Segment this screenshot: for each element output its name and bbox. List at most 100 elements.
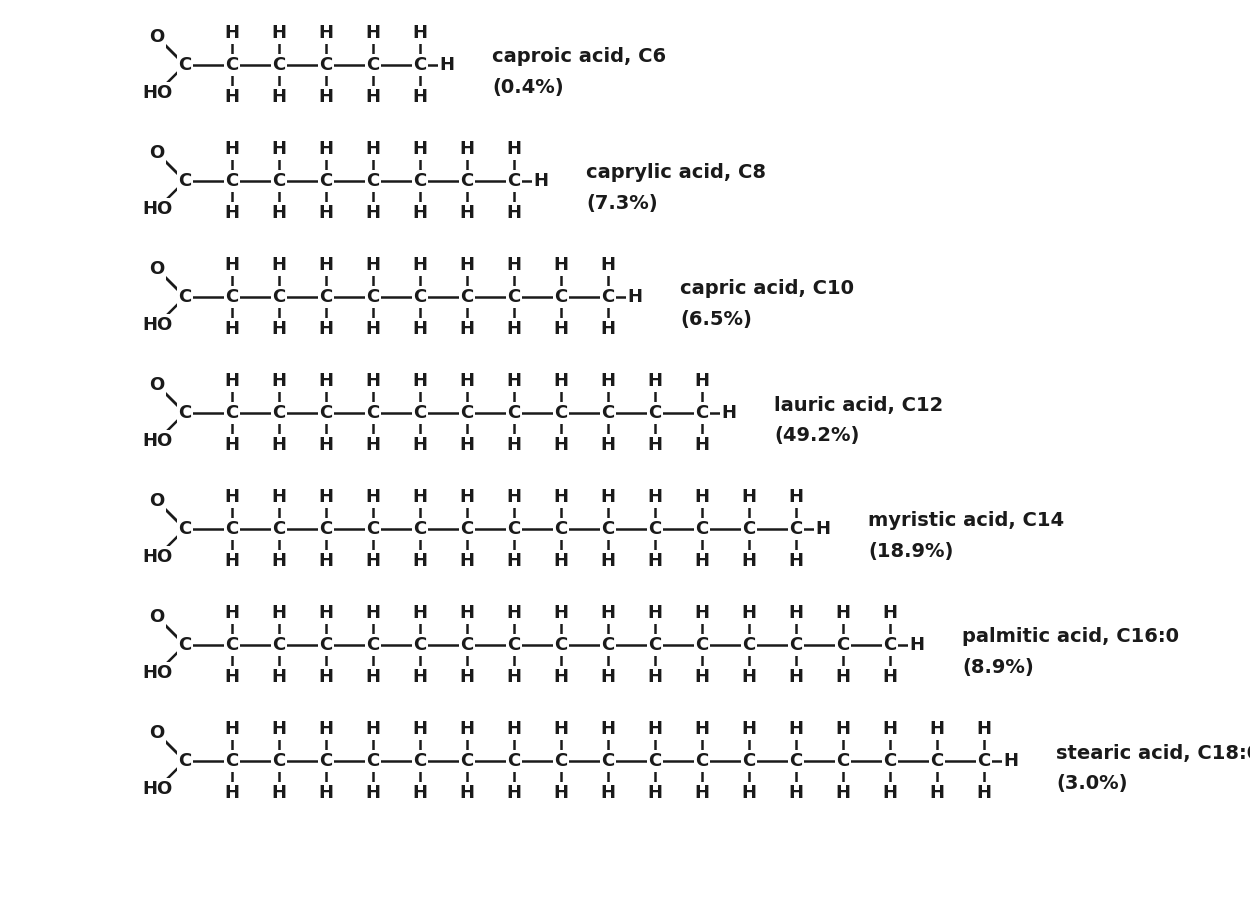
Text: H: H (600, 488, 615, 506)
Text: (8.9%): (8.9%) (962, 658, 1034, 676)
Text: H: H (412, 88, 428, 106)
Text: H: H (319, 604, 334, 622)
Text: O: O (150, 144, 165, 162)
Text: C: C (179, 752, 191, 770)
Text: H: H (695, 436, 710, 454)
Text: H: H (789, 784, 804, 802)
Text: H: H (506, 668, 521, 686)
Text: C: C (272, 404, 285, 422)
Text: H: H (506, 604, 521, 622)
Text: H: H (600, 320, 615, 338)
Text: C: C (695, 520, 709, 538)
Text: C: C (272, 288, 285, 306)
Text: H: H (271, 204, 286, 222)
Text: (0.4%): (0.4%) (492, 77, 564, 96)
Text: C: C (508, 404, 521, 422)
Text: C: C (320, 520, 332, 538)
Text: C: C (555, 752, 568, 770)
Text: H: H (365, 256, 380, 274)
Text: H: H (412, 720, 428, 738)
Text: C: C (601, 752, 615, 770)
Text: H: H (695, 784, 710, 802)
Text: H: H (365, 372, 380, 390)
Text: H: H (600, 552, 615, 570)
Text: H: H (554, 488, 569, 506)
Text: O: O (150, 492, 165, 510)
Text: C: C (320, 404, 332, 422)
Text: C: C (695, 752, 709, 770)
Text: C: C (790, 636, 802, 654)
Text: C: C (272, 752, 285, 770)
Text: H: H (648, 372, 662, 390)
Text: H: H (412, 140, 428, 158)
Text: H: H (225, 668, 240, 686)
Text: C: C (601, 404, 615, 422)
Text: C: C (414, 636, 426, 654)
Text: C: C (414, 288, 426, 306)
Text: H: H (319, 488, 334, 506)
Text: H: H (271, 256, 286, 274)
Text: C: C (836, 752, 850, 770)
Text: C: C (742, 636, 755, 654)
Text: H: H (789, 604, 804, 622)
Text: C: C (320, 56, 332, 74)
Text: H: H (365, 488, 380, 506)
Text: H: H (741, 552, 756, 570)
Text: H: H (628, 288, 642, 306)
Text: H: H (506, 204, 521, 222)
Text: H: H (225, 24, 240, 42)
Text: O: O (150, 28, 165, 46)
Text: C: C (649, 636, 661, 654)
Text: H: H (648, 552, 662, 570)
Text: (6.5%): (6.5%) (680, 309, 752, 329)
Text: H: H (319, 372, 334, 390)
Text: C: C (555, 288, 568, 306)
Text: H: H (412, 320, 428, 338)
Text: C: C (695, 404, 709, 422)
Text: H: H (460, 204, 475, 222)
Text: H: H (648, 720, 662, 738)
Text: H: H (319, 720, 334, 738)
Text: H: H (271, 320, 286, 338)
Text: HO: HO (142, 664, 172, 682)
Text: H: H (789, 668, 804, 686)
Text: H: H (648, 488, 662, 506)
Text: C: C (414, 172, 426, 190)
Text: H: H (460, 488, 475, 506)
Text: C: C (649, 404, 661, 422)
Text: H: H (225, 140, 240, 158)
Text: C: C (272, 56, 285, 74)
Text: H: H (554, 372, 569, 390)
Text: caproic acid, C6: caproic acid, C6 (492, 47, 666, 66)
Text: H: H (460, 140, 475, 158)
Text: H: H (648, 604, 662, 622)
Text: H: H (976, 720, 991, 738)
Text: H: H (534, 172, 549, 190)
Text: C: C (366, 288, 380, 306)
Text: H: H (365, 88, 380, 106)
Text: H: H (554, 256, 569, 274)
Text: C: C (225, 636, 239, 654)
Text: C: C (601, 288, 615, 306)
Text: H: H (412, 372, 428, 390)
Text: H: H (554, 668, 569, 686)
Text: C: C (790, 520, 802, 538)
Text: C: C (978, 752, 991, 770)
Text: H: H (319, 88, 334, 106)
Text: H: H (600, 436, 615, 454)
Text: H: H (506, 552, 521, 570)
Text: H: H (271, 488, 286, 506)
Text: H: H (882, 784, 898, 802)
Text: capric acid, C10: capric acid, C10 (680, 279, 854, 298)
Text: (7.3%): (7.3%) (586, 194, 658, 213)
Text: H: H (554, 784, 569, 802)
Text: H: H (695, 372, 710, 390)
Text: H: H (271, 24, 286, 42)
Text: H: H (600, 372, 615, 390)
Text: H: H (460, 720, 475, 738)
Text: H: H (225, 88, 240, 106)
Text: HO: HO (142, 548, 172, 566)
Text: H: H (882, 668, 898, 686)
Text: H: H (225, 256, 240, 274)
Text: H: H (271, 604, 286, 622)
